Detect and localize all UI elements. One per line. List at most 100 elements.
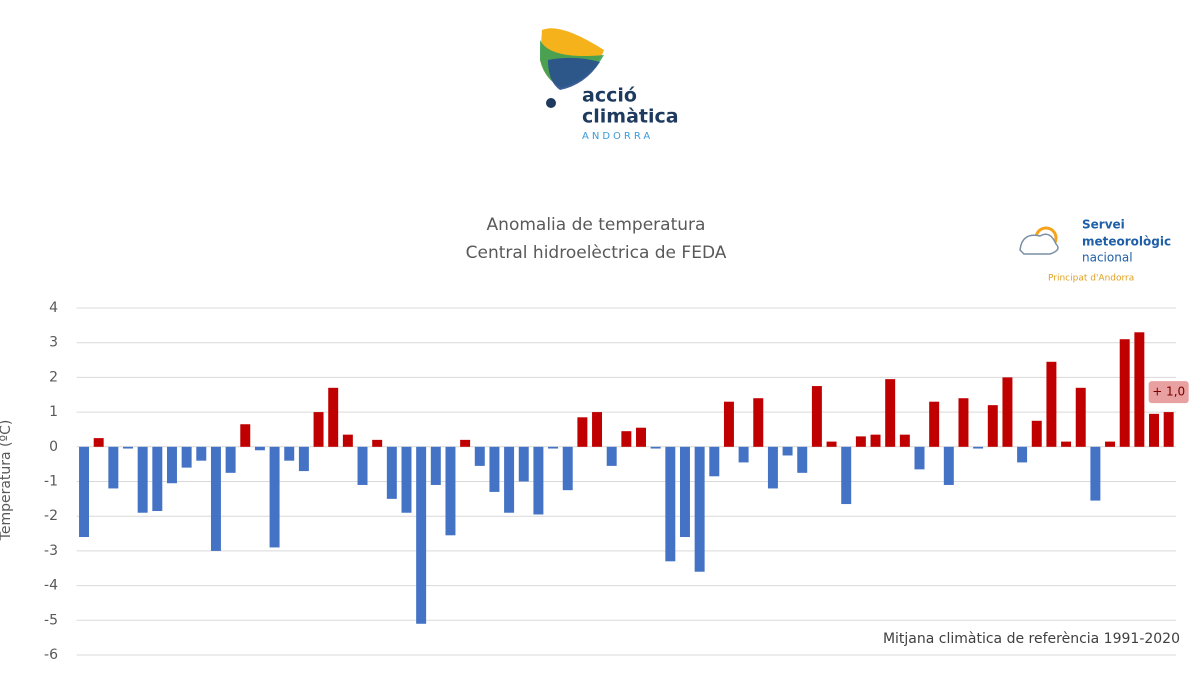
y-tick-label: 4 bbox=[49, 300, 58, 316]
bar bbox=[709, 446, 720, 477]
bar bbox=[489, 446, 500, 492]
bar bbox=[1119, 339, 1130, 447]
bar bbox=[93, 438, 104, 447]
chart-title: Anomalia de temperatura bbox=[487, 215, 706, 235]
bar bbox=[870, 434, 881, 447]
bar bbox=[797, 446, 808, 473]
bar bbox=[210, 446, 221, 551]
note: Mitjana climàtica de referència 1991-202… bbox=[883, 631, 1180, 647]
value-label-box bbox=[1148, 381, 1189, 404]
bar bbox=[108, 446, 119, 489]
logo-cloud bbox=[1019, 233, 1059, 255]
y-tick-label: 0 bbox=[49, 439, 58, 455]
bar bbox=[357, 446, 368, 485]
bar bbox=[811, 386, 822, 447]
bar bbox=[1105, 441, 1116, 447]
logo-text: acció bbox=[582, 85, 637, 107]
bar bbox=[298, 446, 309, 472]
bar bbox=[284, 446, 295, 461]
bar bbox=[269, 446, 280, 548]
bar bbox=[181, 446, 192, 468]
bar bbox=[1031, 420, 1042, 447]
bar bbox=[679, 446, 690, 538]
bar bbox=[723, 401, 734, 447]
bar bbox=[767, 446, 778, 489]
bar bbox=[386, 446, 397, 499]
bar bbox=[1090, 446, 1101, 501]
bar bbox=[606, 446, 617, 466]
logo-text: ANDORRA bbox=[582, 131, 653, 142]
bar bbox=[342, 434, 353, 447]
bar bbox=[841, 446, 852, 505]
bar bbox=[430, 446, 441, 485]
bar bbox=[621, 431, 632, 447]
bar bbox=[401, 446, 412, 513]
bar bbox=[445, 446, 456, 536]
bar bbox=[518, 446, 529, 482]
logo-shape bbox=[548, 57, 600, 90]
value-label: + 1,0 bbox=[1152, 385, 1185, 399]
bar bbox=[313, 412, 324, 447]
y-tick-label: 1 bbox=[49, 404, 58, 420]
bar bbox=[123, 446, 133, 449]
bar bbox=[738, 446, 749, 463]
bar bbox=[196, 446, 207, 461]
bar bbox=[137, 446, 148, 513]
bar bbox=[650, 446, 661, 449]
logo-text: Servei bbox=[1082, 218, 1125, 232]
bar bbox=[929, 401, 940, 447]
y-tick-label: 2 bbox=[49, 369, 58, 385]
logo-text: meteorològic bbox=[1082, 235, 1171, 249]
bar bbox=[416, 446, 427, 624]
bar bbox=[1163, 412, 1174, 447]
logo-text: Principat d'Andorra bbox=[1048, 274, 1134, 284]
logo-text: nacional bbox=[1082, 251, 1133, 265]
bar bbox=[562, 446, 573, 491]
logo-drop bbox=[546, 98, 556, 108]
bar bbox=[577, 417, 588, 447]
bar bbox=[592, 412, 603, 447]
y-tick-label: -2 bbox=[44, 508, 58, 524]
bar bbox=[943, 446, 954, 485]
bar bbox=[914, 446, 925, 470]
bar bbox=[548, 446, 559, 449]
bar bbox=[1075, 387, 1086, 447]
bar bbox=[885, 379, 896, 447]
y-axis-label: Temperatura (ºC) bbox=[0, 420, 14, 542]
bar bbox=[636, 427, 646, 447]
bar bbox=[958, 398, 969, 447]
bar bbox=[328, 387, 339, 447]
bar bbox=[460, 439, 471, 447]
bar bbox=[533, 446, 544, 515]
bar bbox=[1149, 413, 1159, 447]
bar bbox=[1002, 377, 1013, 447]
chart-subtitle: Central hidroelèctrica de FEDA bbox=[466, 243, 727, 263]
bar bbox=[372, 439, 383, 447]
bar bbox=[694, 446, 705, 572]
y-tick-label: 3 bbox=[49, 335, 58, 351]
accio-logo: acció climàtica ANDORRA bbox=[540, 28, 679, 142]
bar bbox=[1134, 332, 1145, 447]
smn-logo: Servei meteorològic nacional Principat d… bbox=[1019, 218, 1171, 284]
bar bbox=[474, 446, 485, 466]
bar bbox=[1046, 361, 1057, 447]
bar bbox=[152, 446, 163, 511]
bar bbox=[973, 446, 984, 449]
logo-text: climàtica bbox=[582, 106, 679, 128]
bar bbox=[504, 446, 515, 513]
bar bbox=[1017, 446, 1028, 463]
bar bbox=[899, 434, 910, 447]
bar bbox=[826, 441, 837, 447]
y-tick-label: -5 bbox=[44, 612, 58, 628]
y-tick-label: -1 bbox=[44, 474, 58, 490]
y-tick-label: -4 bbox=[44, 578, 58, 594]
bar bbox=[987, 405, 998, 447]
bar bbox=[855, 436, 866, 447]
bar bbox=[753, 398, 764, 447]
bar bbox=[782, 446, 793, 456]
bar bbox=[1061, 441, 1072, 447]
bar bbox=[79, 446, 90, 538]
y-tick-label: -3 bbox=[44, 543, 58, 559]
bar bbox=[254, 446, 265, 451]
